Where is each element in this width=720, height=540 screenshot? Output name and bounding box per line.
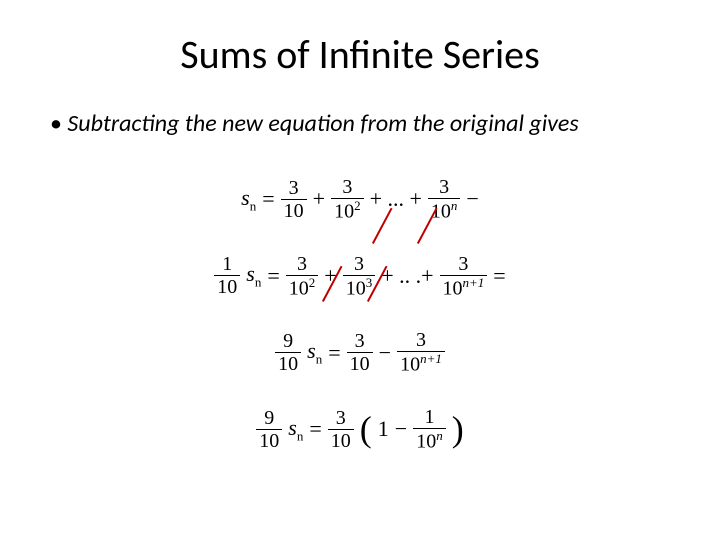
eq1-sub: n bbox=[250, 198, 257, 213]
eq2-term1: 3 102 bbox=[286, 253, 319, 300]
equation-1: sn = 3 10 + 3 102 + ... + 3 10n − bbox=[241, 176, 479, 223]
eq3-var: s bbox=[307, 338, 316, 363]
plus-sign: + bbox=[313, 186, 325, 212]
eq4-var: s bbox=[288, 415, 297, 440]
eq4-coef: 9 10 bbox=[256, 407, 282, 452]
eq2-sub: n bbox=[255, 275, 262, 290]
eq1-term2: 3 102 bbox=[331, 176, 364, 223]
slide-title: Sums of Infinite Series bbox=[40, 30, 680, 79]
eq2-var: s bbox=[246, 261, 255, 286]
trailing-equals: = bbox=[493, 263, 505, 289]
minus-sign: − bbox=[379, 340, 391, 366]
equation-3: 9 10 sn = 3 10 − 3 10n+1 bbox=[275, 329, 445, 376]
equals-sign: = bbox=[267, 263, 279, 289]
eq2-coef: 1 10 bbox=[214, 253, 240, 298]
eq4-inner2: 1 10n bbox=[413, 406, 446, 453]
eq3-rhs2: 3 10n+1 bbox=[397, 329, 445, 376]
paren-open: ( bbox=[360, 415, 372, 444]
equations-block: sn = 3 10 + 3 102 + ... + 3 10n − bbox=[40, 168, 680, 461]
ellipsis: + .. .+ bbox=[381, 263, 433, 289]
eq2-term3: 3 10n+1 bbox=[440, 253, 488, 300]
ellipsis: + ... + bbox=[370, 186, 422, 212]
paren-close: ) bbox=[452, 415, 464, 444]
eq4-rhs-coef: 3 10 bbox=[328, 407, 354, 452]
trailing-minus: − bbox=[466, 186, 478, 212]
eq3-sub: n bbox=[316, 351, 323, 366]
eq1-var: s bbox=[241, 185, 250, 210]
slide-container: Sums of Infinite Series Subtracting the … bbox=[0, 0, 720, 481]
eq1-term1: 3 10 bbox=[281, 177, 307, 222]
equation-2: 1 10 sn = 3 102 + 3 103 + .. .+ 3 10n+1 bbox=[214, 253, 505, 300]
equals-sign: = bbox=[262, 186, 274, 212]
bullet-point: Subtracting the new equation from the or… bbox=[50, 109, 680, 138]
minus-sign: − bbox=[395, 416, 407, 442]
equals-sign: = bbox=[309, 416, 321, 442]
eq3-coef: 9 10 bbox=[275, 330, 301, 375]
eq4-inner1: 1 bbox=[378, 416, 389, 442]
eq3-rhs1: 3 10 bbox=[347, 330, 373, 375]
equation-4: 9 10 sn = 3 10 ( 1 − 1 10n ) bbox=[256, 406, 463, 453]
eq4-sub: n bbox=[297, 428, 304, 443]
equals-sign: = bbox=[328, 340, 340, 366]
